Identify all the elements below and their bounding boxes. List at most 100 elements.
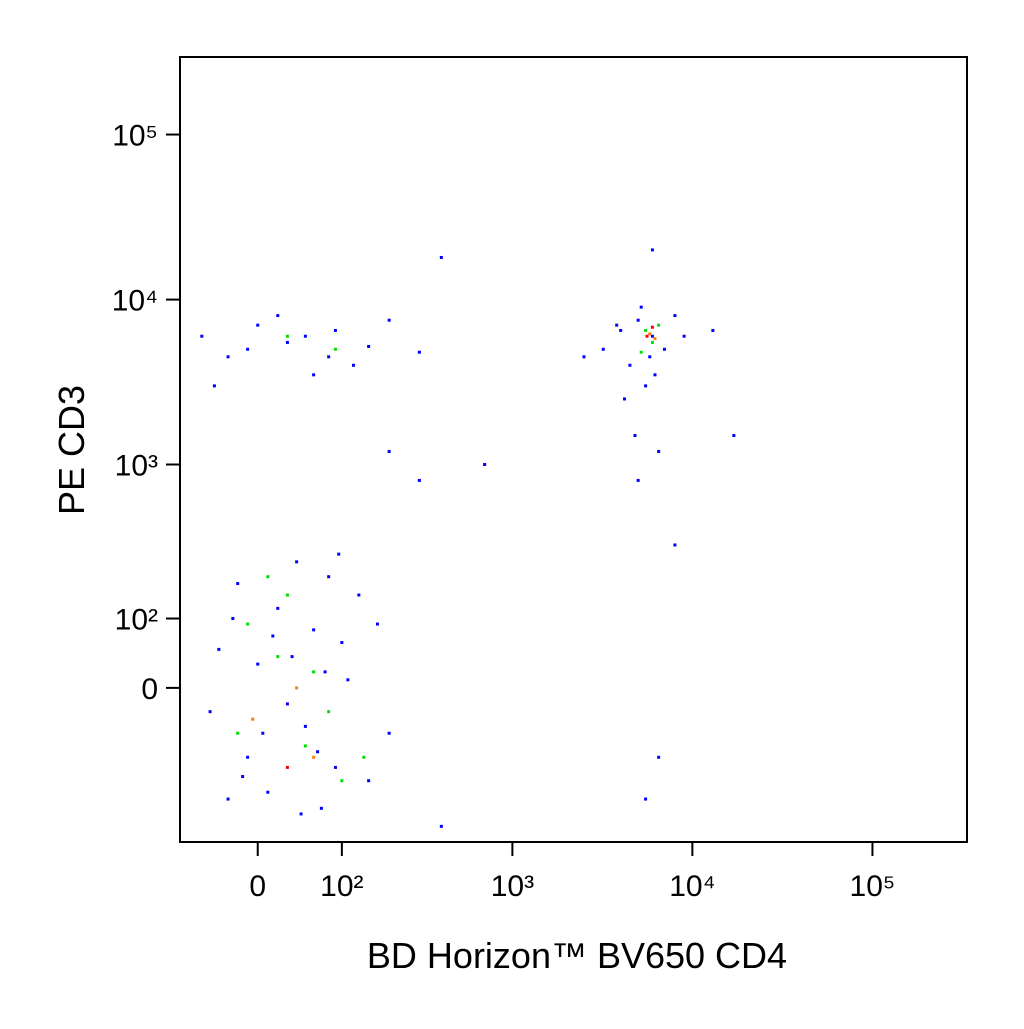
event-dot (266, 790, 270, 794)
event-dot (340, 641, 344, 645)
event-dot (312, 755, 316, 759)
event-dot (323, 670, 327, 674)
event-dot (673, 314, 677, 318)
event-dot (633, 434, 637, 438)
event-dot (285, 340, 289, 344)
event-dot (657, 323, 661, 327)
event-dot (362, 755, 366, 759)
event-dot (276, 606, 280, 610)
event-dot (251, 717, 255, 721)
event-dot (340, 779, 344, 783)
event-dot (417, 350, 421, 354)
plot-frame (179, 56, 968, 843)
event-dot (276, 314, 280, 318)
event-dot (387, 449, 391, 453)
event-dot (367, 779, 371, 783)
event-dot (648, 332, 652, 336)
event-dot (639, 350, 643, 354)
event-dot (303, 744, 307, 748)
event-dot (636, 318, 640, 322)
event-dot (650, 334, 654, 338)
event-dot (417, 478, 421, 482)
event-dot (208, 710, 212, 714)
event-dot (650, 248, 654, 252)
y-tick-label: 10³ (115, 449, 158, 482)
event-dot (653, 373, 657, 377)
event-dot (217, 647, 221, 651)
event-dot (327, 575, 331, 579)
event-dot (711, 328, 715, 332)
x-tick-label: 10³ (491, 870, 534, 903)
event-dot (673, 543, 677, 547)
event-dot (644, 328, 648, 332)
event-dot (387, 318, 391, 322)
event-dot (295, 686, 299, 690)
event-dot (644, 384, 648, 388)
event-dot (483, 462, 487, 466)
x-axis-label: BD Horizon™ BV650 CD4 (367, 935, 787, 976)
event-dot (439, 824, 443, 828)
event-dot (650, 325, 654, 329)
event-dot (226, 797, 230, 801)
y-axis-label: PE CD3 (51, 385, 92, 515)
x-tick-label: 0 (249, 870, 266, 903)
y-tick-label: 0 (141, 673, 158, 706)
event-dot (615, 323, 619, 327)
event-dot (623, 397, 627, 401)
y-tick-label: 10² (115, 604, 158, 637)
event-dot (327, 710, 331, 714)
event-dot (619, 328, 623, 332)
event-dot (636, 478, 640, 482)
event-dot (357, 593, 361, 597)
event-dot (682, 334, 686, 338)
event-dot (236, 731, 240, 735)
event-dot (285, 593, 289, 597)
event-dot (312, 373, 316, 377)
event-dot (662, 347, 666, 351)
event-dot (241, 775, 245, 779)
event-dot (285, 702, 289, 706)
event-dot (333, 328, 337, 332)
event-dot (246, 755, 250, 759)
event-dot (439, 255, 443, 259)
event-dot (276, 655, 280, 659)
event-dot (312, 670, 316, 674)
event-dot (246, 347, 250, 351)
event-dot (316, 750, 320, 754)
event-dot (648, 355, 652, 359)
event-dot (628, 363, 632, 367)
event-dot (645, 334, 649, 338)
event-dot (256, 662, 260, 666)
event-dot (303, 724, 307, 728)
event-dot (261, 731, 265, 735)
event-dot (657, 449, 661, 453)
x-tick-label: 10⁴ (669, 870, 715, 903)
event-dot (266, 575, 270, 579)
event-dot (200, 334, 204, 338)
event-dot (285, 334, 289, 338)
event-dot (226, 355, 230, 359)
event-dot (212, 384, 216, 388)
x-tick-label: 10² (320, 870, 363, 903)
event-dot (303, 334, 307, 338)
event-dot (387, 731, 391, 735)
event-dot (352, 363, 356, 367)
x-tick-label: 10⁵ (850, 870, 896, 903)
event-dot (639, 305, 643, 309)
event-dot (653, 337, 657, 341)
event-dot (271, 634, 275, 638)
event-dot (732, 434, 736, 438)
event-dot (290, 655, 294, 659)
event-dot (246, 622, 250, 626)
y-tick-label: 10⁴ (112, 285, 158, 318)
event-dot (231, 617, 235, 621)
event-dot (601, 347, 605, 351)
event-dot (650, 340, 654, 344)
event-dot (375, 622, 379, 626)
event-dot (582, 355, 586, 359)
event-dot (256, 323, 260, 327)
event-dot (295, 560, 299, 564)
event-dot (337, 552, 341, 556)
event-dot (346, 678, 350, 682)
event-dot (657, 755, 661, 759)
